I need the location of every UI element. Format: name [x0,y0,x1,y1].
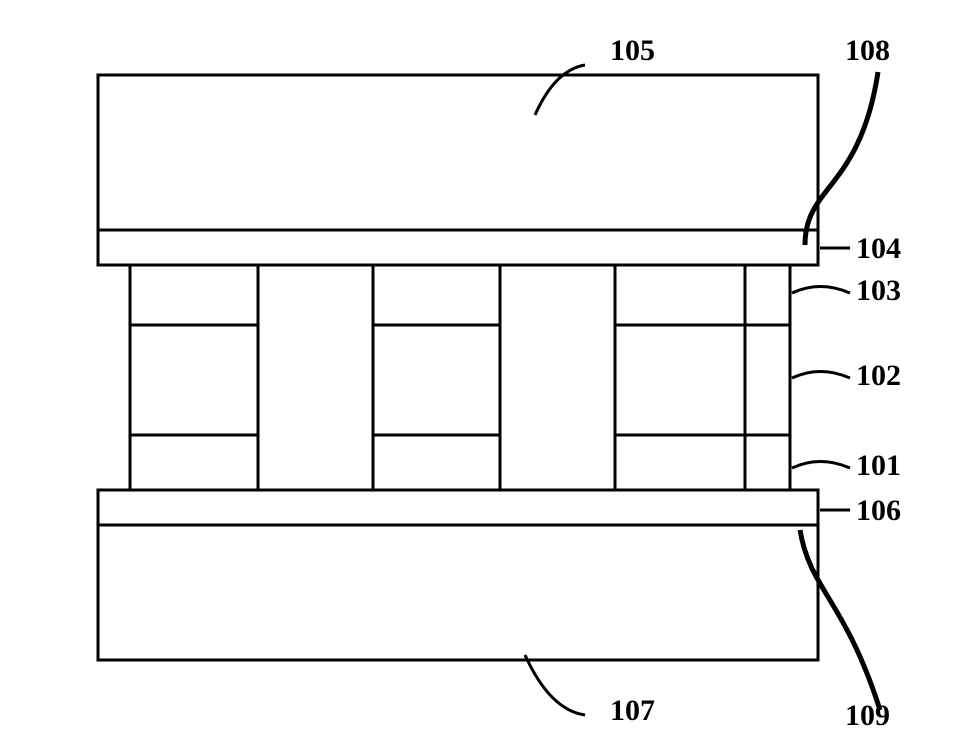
leader-101 [792,462,850,469]
pillar-1 [258,265,373,490]
layer-105 [98,75,818,230]
leader-103 [792,287,850,294]
leader-109 [800,530,880,710]
label-102: 102 [856,359,901,392]
stack-right [615,265,745,490]
label-109: 109 [845,699,890,732]
label-105: 105 [610,34,655,67]
layer-106 [98,490,818,525]
leader-108 [805,72,878,245]
label-103: 103 [856,274,901,307]
label-108: 108 [845,34,890,67]
label-107: 107 [610,694,655,727]
leader-105 [535,65,585,115]
leader-107 [525,655,585,715]
stack-left [130,265,258,490]
layer-104 [98,230,818,265]
stack-mid [373,265,500,490]
label-101: 101 [856,449,901,482]
pillar-2 [500,265,615,490]
label-106: 106 [856,494,901,527]
stack-sliver [745,265,790,490]
label-104: 104 [856,232,901,265]
leader-102 [792,372,850,379]
layer-107 [98,525,818,660]
